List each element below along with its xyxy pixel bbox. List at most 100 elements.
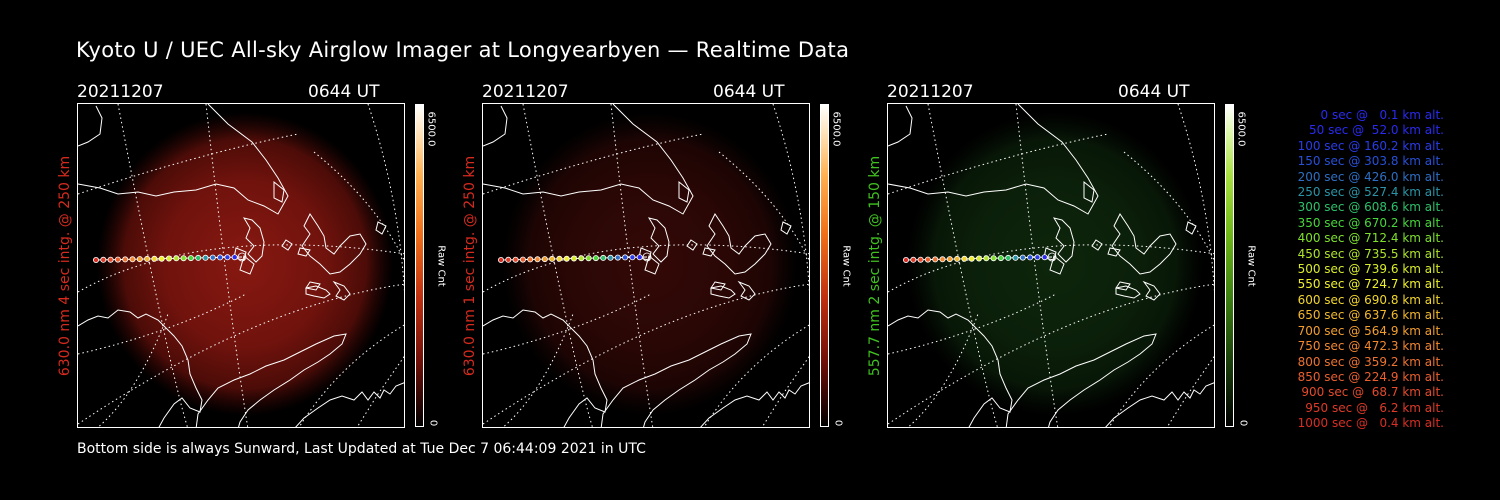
trajectory-marker bbox=[556, 255, 563, 262]
trajectory-marker bbox=[166, 255, 173, 262]
coastline bbox=[273, 180, 285, 203]
lat-lon-gridline bbox=[205, 104, 249, 427]
legend-entry: 0 sec @ 0.1 km alt. bbox=[1320, 108, 1445, 122]
coastline bbox=[647, 217, 670, 263]
coastline bbox=[1142, 280, 1161, 301]
trajectory-marker bbox=[976, 255, 983, 262]
trajectory-marker bbox=[902, 256, 909, 263]
lat-lon-gridline bbox=[772, 104, 809, 292]
trajectory-marker bbox=[173, 255, 180, 262]
trajectory-marker bbox=[519, 256, 526, 263]
coastline bbox=[195, 333, 347, 427]
trajectory-marker bbox=[237, 252, 247, 262]
coastline bbox=[483, 104, 694, 215]
lat-lon-gridline bbox=[1015, 104, 1059, 427]
trajectory-legend: 0 sec @ 0.1 km alt. 50 sec @ 52.0 km alt.… bbox=[1262, 108, 1444, 432]
coastline bbox=[1052, 217, 1075, 263]
trajectory-marker bbox=[209, 254, 216, 261]
coastline bbox=[305, 281, 321, 291]
trajectory-marker bbox=[578, 255, 585, 262]
lat-lon-gridline bbox=[888, 244, 1214, 293]
trajectory-marker bbox=[983, 255, 990, 262]
trajectory-marker bbox=[151, 255, 158, 262]
trajectory-marker bbox=[217, 254, 224, 261]
coastline bbox=[78, 104, 289, 215]
panel-1-colorbar bbox=[415, 104, 424, 427]
legend-entry: 550 sec @ 724.7 km alt. bbox=[1297, 277, 1444, 292]
lat-lon-gridline bbox=[522, 104, 593, 427]
coastline bbox=[1185, 221, 1197, 235]
coastline bbox=[1105, 382, 1214, 427]
panel-2-date: 20211207 bbox=[482, 82, 569, 102]
legend-entry: 850 sec @ 224.9 km alt. bbox=[1297, 369, 1444, 384]
trajectory-marker bbox=[202, 254, 209, 261]
trajectory-marker bbox=[497, 256, 504, 263]
legend-entry: 900 sec @ 68.7 km alt. bbox=[1301, 385, 1444, 400]
trajectory-marker bbox=[231, 254, 238, 261]
panel-2-image bbox=[482, 103, 810, 428]
lat-lon-gridline bbox=[483, 244, 809, 293]
coastline bbox=[483, 105, 508, 147]
panel-2-colorbar bbox=[820, 104, 829, 427]
legend-entry: 400 sec @ 712.4 km alt. bbox=[1297, 231, 1444, 246]
lat-lon-gridline bbox=[483, 293, 652, 355]
trajectory-marker bbox=[910, 256, 917, 263]
lat-lon-gridline bbox=[927, 104, 998, 427]
allsky-map-svg bbox=[483, 104, 809, 427]
coastline bbox=[305, 285, 331, 299]
lat-lon-gridline bbox=[313, 151, 404, 262]
coastline bbox=[702, 247, 716, 257]
trajectory-marker bbox=[946, 256, 953, 263]
trajectory-marker bbox=[224, 254, 231, 261]
allsky-map-svg bbox=[888, 104, 1214, 427]
trajectory-marker bbox=[939, 256, 946, 263]
lat-lon-gridline bbox=[367, 104, 404, 292]
coastline bbox=[888, 105, 913, 147]
coastline bbox=[780, 221, 792, 235]
trajectory-marker bbox=[114, 256, 121, 263]
lat-lon-gridline bbox=[1123, 151, 1214, 262]
coastline bbox=[1091, 239, 1103, 251]
trajectory-marker bbox=[924, 256, 931, 263]
trajectory-marker bbox=[527, 256, 534, 263]
coastline bbox=[644, 255, 660, 275]
coastline bbox=[686, 239, 698, 251]
legend-entry: 350 sec @ 670.2 km alt. bbox=[1297, 215, 1444, 230]
legend-entry: 150 sec @ 303.8 km alt. bbox=[1297, 154, 1444, 169]
trajectory-marker bbox=[195, 254, 202, 261]
trajectory-marker bbox=[1012, 254, 1019, 261]
trajectory-marker bbox=[129, 256, 136, 263]
airglow-field bbox=[907, 112, 1203, 416]
trajectory-marker bbox=[600, 254, 607, 261]
panel-3-colorbar bbox=[1225, 104, 1234, 427]
airglow-field bbox=[502, 112, 798, 416]
legend-entry: 1000 sec @ 0.4 km alt. bbox=[1297, 416, 1444, 431]
legend-entry: 100 sec @ 160.2 km alt. bbox=[1297, 138, 1444, 153]
coastline bbox=[297, 247, 311, 257]
coastline bbox=[78, 105, 103, 147]
coastline bbox=[1115, 285, 1141, 299]
coastline bbox=[1049, 255, 1065, 275]
trajectory-marker bbox=[1027, 254, 1034, 261]
legend-entry: 200 sec @ 426.0 km alt. bbox=[1297, 169, 1444, 184]
trajectory-marker bbox=[158, 255, 165, 262]
coastline bbox=[888, 104, 1099, 215]
trajectory-marker bbox=[180, 255, 187, 262]
coastline bbox=[1111, 213, 1177, 275]
legend-entry: 600 sec @ 690.8 km alt. bbox=[1297, 292, 1444, 307]
lat-lon-gridline bbox=[718, 151, 809, 262]
trajectory-marker bbox=[636, 254, 643, 261]
coastline bbox=[710, 281, 726, 291]
lat-lon-gridline bbox=[610, 104, 654, 427]
coastline bbox=[600, 333, 752, 427]
legend-entry: 250 sec @ 527.4 km alt. bbox=[1297, 185, 1444, 200]
trajectory-marker bbox=[1019, 254, 1026, 261]
trajectory-marker bbox=[954, 255, 961, 262]
trajectory-marker bbox=[571, 255, 578, 262]
trajectory-marker bbox=[997, 255, 1004, 262]
trajectory-marker bbox=[100, 256, 107, 263]
panel-3-date: 20211207 bbox=[887, 82, 974, 102]
trajectory-marker bbox=[990, 255, 997, 262]
trajectory-marker bbox=[187, 255, 194, 262]
trajectory-marker bbox=[534, 256, 541, 263]
